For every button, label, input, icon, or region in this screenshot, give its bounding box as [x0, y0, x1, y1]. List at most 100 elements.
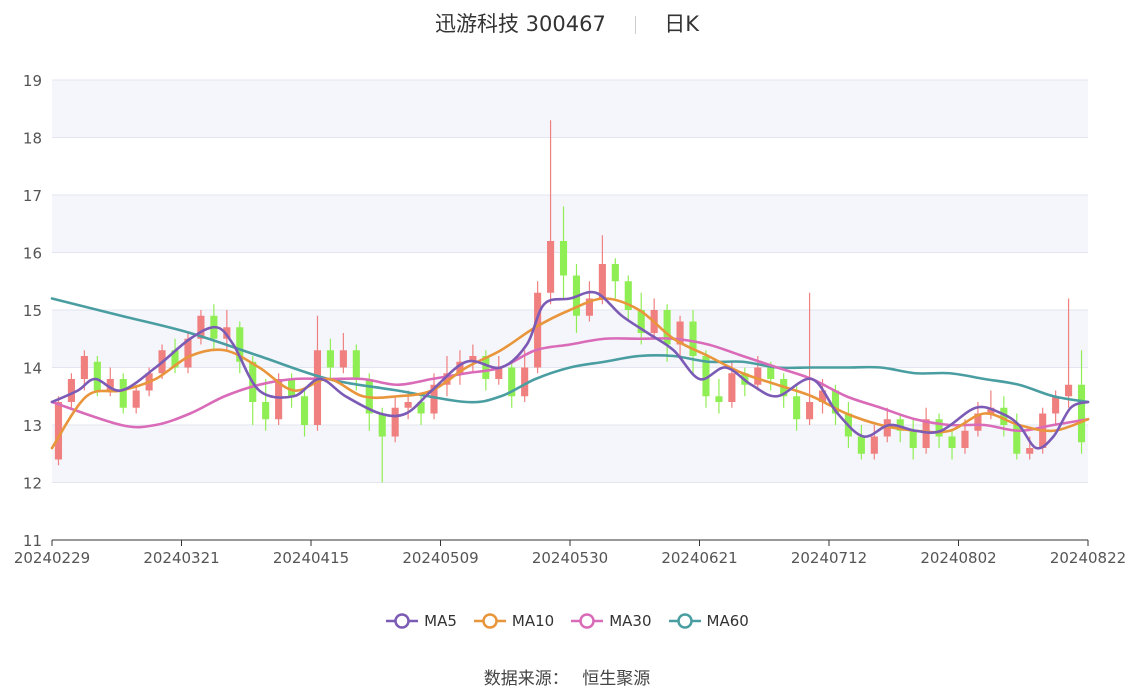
candle-body [288, 379, 296, 397]
y-tick-label: 18 [23, 130, 42, 148]
legend-label: MA30 [609, 612, 652, 630]
y-tick-label: 19 [23, 72, 42, 90]
x-axis: 20240229 20240321 20240415 20240509 20240530… [14, 539, 1126, 567]
candle-body [793, 396, 801, 420]
candle-body [961, 430, 969, 448]
candle-body [754, 367, 762, 385]
candle-body [430, 384, 438, 414]
candle [793, 384, 801, 431]
candle [339, 333, 347, 374]
candle-body [689, 321, 697, 356]
candle [365, 373, 373, 431]
candle [715, 379, 723, 414]
y-tick-label: 17 [23, 187, 42, 205]
candle [326, 338, 334, 379]
candle [780, 373, 788, 408]
candle [806, 292, 814, 425]
candle-body [456, 361, 464, 374]
plot-band [52, 195, 1088, 253]
x-tick-label: 20240509 [402, 549, 478, 567]
candle [313, 315, 322, 431]
legend-item-ma30[interactable]: MA30 [570, 612, 652, 630]
candle-body [184, 338, 192, 368]
x-tick-label: 20240712 [791, 549, 867, 567]
data-source: 数据来源： 恒生聚源 [0, 664, 1134, 689]
plot-bands [52, 80, 1088, 483]
candle [300, 390, 309, 437]
candle-body [715, 396, 723, 402]
candle [521, 350, 529, 402]
stock-name-code: 迅游科技 300467 [435, 12, 606, 36]
candle-body [262, 402, 270, 420]
candle-body [702, 356, 710, 397]
candle-body [80, 356, 88, 379]
moving-average-lines [50, 290, 1090, 450]
candle [171, 338, 179, 374]
legend-label: MA60 [706, 612, 749, 630]
plot-band [52, 80, 1088, 138]
x-tick-label: 20240530 [532, 549, 608, 567]
candle [119, 373, 127, 414]
candle-body [495, 367, 503, 379]
candle-body [275, 379, 283, 420]
y-tick-label: 12 [23, 475, 42, 493]
period-label: 日K [664, 12, 699, 36]
candle [559, 206, 568, 299]
candle [352, 344, 360, 391]
candle [67, 373, 75, 408]
candle-body [987, 407, 995, 414]
candle-body [132, 390, 140, 408]
candle-body [831, 390, 840, 414]
candle-body [767, 367, 775, 379]
x-tick-label: 20240415 [273, 549, 349, 567]
candle-body [663, 310, 671, 345]
legend-item-ma60[interactable]: MA60 [668, 612, 749, 630]
candle-body [870, 436, 878, 454]
candle-body [482, 356, 490, 379]
candle [676, 315, 684, 356]
candle-body [909, 430, 917, 448]
candle-body [339, 350, 347, 368]
legend-item-ma10[interactable]: MA10 [473, 612, 554, 630]
candle-body [883, 419, 891, 437]
candle-body [818, 390, 827, 402]
candle-body [508, 367, 516, 397]
candle-body [806, 402, 814, 420]
legend-marker-icon [473, 613, 506, 629]
candle-body [378, 413, 386, 437]
title-separator [634, 16, 636, 34]
candle-body [948, 436, 956, 448]
candle-body [521, 367, 529, 397]
candle-body [559, 241, 568, 276]
y-tick-label: 11 [23, 532, 42, 550]
candle [1013, 413, 1021, 460]
candle [611, 258, 619, 299]
candle-body [106, 379, 114, 391]
legend-item-ma5[interactable]: MA5 [385, 612, 457, 630]
candle-body [598, 264, 606, 299]
candle-body [728, 373, 736, 402]
candle-body [443, 373, 451, 385]
x-tick-label: 20240229 [14, 549, 90, 567]
candle [624, 275, 632, 322]
candle-body [585, 298, 593, 316]
chart-title: 迅游科技 300467 日K [0, 8, 1134, 38]
candle-body [896, 419, 904, 431]
x-tick-label: 20240621 [661, 549, 737, 567]
candle [508, 361, 516, 408]
candle [378, 407, 386, 483]
x-tick-label: 20240822 [1050, 549, 1126, 567]
y-tick-label: 13 [23, 417, 42, 435]
candle-body [300, 396, 309, 425]
candle-body [197, 315, 205, 339]
ma-line-ma60 [50, 297, 1090, 404]
candle [93, 356, 101, 397]
candle-body [1077, 384, 1086, 443]
candle-body [404, 402, 412, 408]
candle-body [857, 436, 865, 454]
candle-body [534, 292, 542, 368]
candle [1065, 298, 1073, 408]
y-tick-label: 16 [23, 245, 42, 263]
candle-body [1026, 448, 1034, 454]
